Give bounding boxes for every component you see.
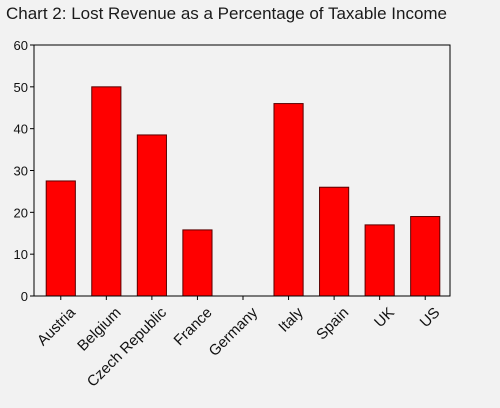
y-tick-label: 40 (14, 122, 28, 137)
bar-spain (319, 186, 350, 297)
x-tick-label: UK (371, 304, 398, 331)
bar-czech-republic (136, 134, 167, 297)
y-tick-label: 0 (21, 289, 28, 304)
bar-uk (364, 224, 395, 297)
x-tick-label: Germany (206, 304, 262, 360)
x-tick-label: Czech Republic (84, 304, 171, 391)
y-tick-label: 30 (14, 164, 28, 179)
bar-france (182, 229, 213, 297)
y-tick-label: 20 (14, 205, 28, 220)
x-tick-label: France (171, 304, 216, 349)
bar-italy (273, 103, 304, 297)
x-tick-label: Spain (313, 304, 352, 343)
y-tick-label: 50 (14, 80, 28, 95)
chart-title: Chart 2: Lost Revenue as a Percentage of… (6, 4, 448, 23)
bar-austria (45, 180, 76, 297)
bars-layer (45, 86, 441, 297)
y-tick-label: 60 (14, 38, 28, 53)
y-tick-label: 10 (14, 247, 28, 262)
x-tick-label: Italy (275, 304, 307, 336)
x-tick-label: Austria (34, 304, 79, 349)
bar-belgium (91, 86, 122, 297)
x-tick-label: US (417, 304, 444, 331)
bar-us (410, 216, 441, 297)
